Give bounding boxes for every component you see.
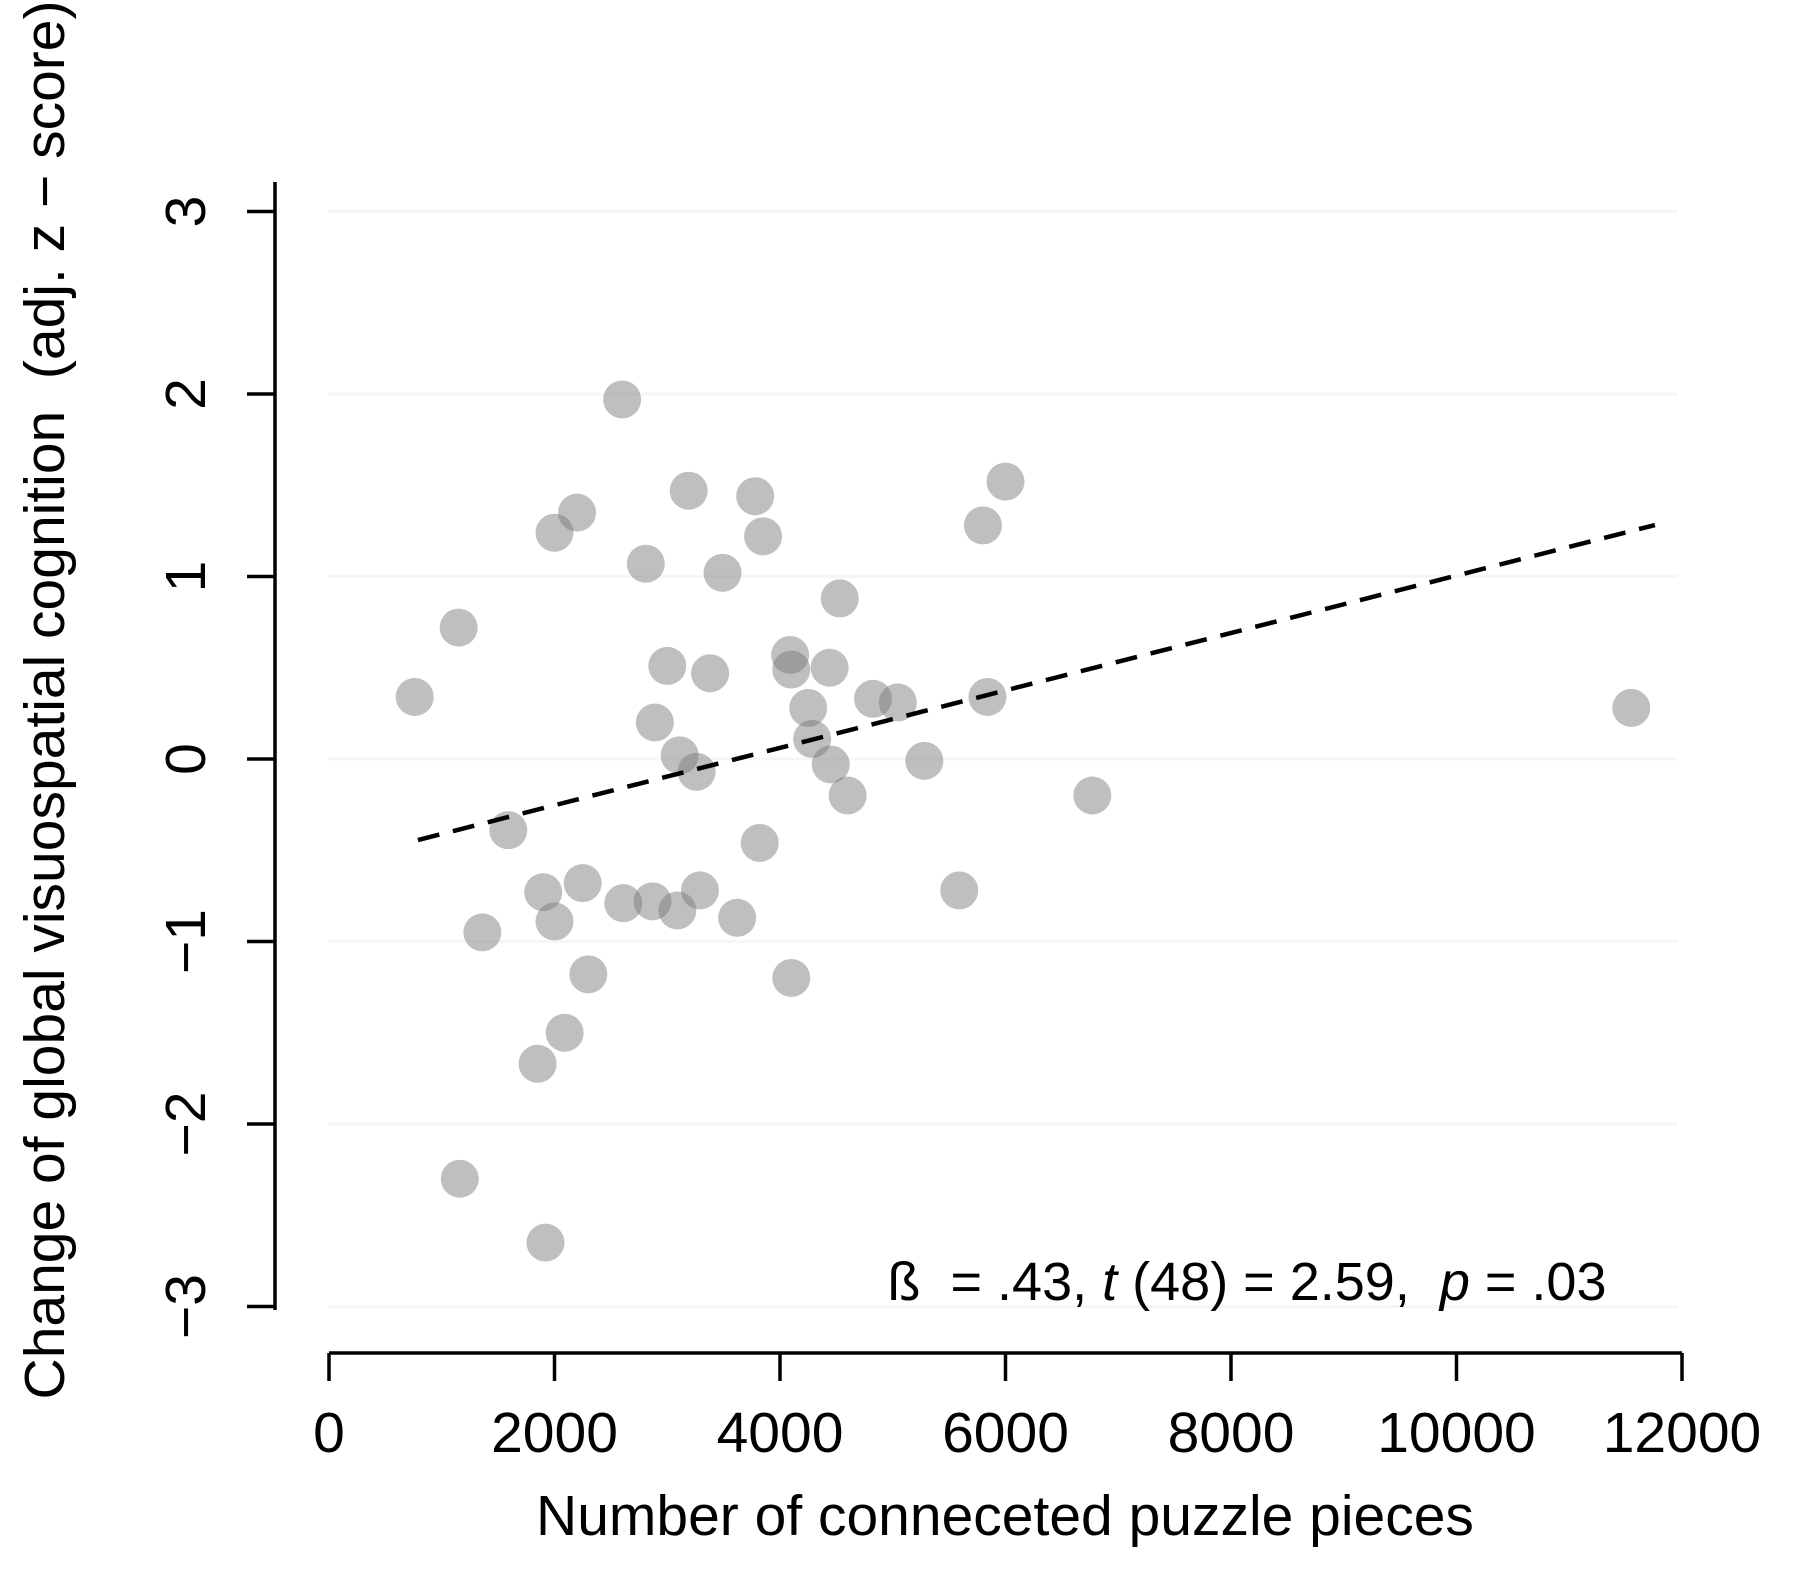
data-point [1073,776,1112,815]
x-tick-label: 6000 [942,1401,1069,1465]
data-point [691,654,730,693]
data-point [677,752,716,791]
y-axis-title: Change of global visuospatial cognition … [13,1,77,1400]
data-point [736,477,775,516]
data-point [986,462,1025,501]
data-point [1612,688,1651,727]
data-point [660,736,699,775]
data-point [669,471,708,510]
x-tick-label: 10000 [1377,1401,1536,1465]
data-point [463,913,502,952]
data-point [558,493,597,532]
x-tick-label: 8000 [1168,1401,1295,1465]
data-point [518,1044,557,1083]
y-tick-label: 2 [154,378,218,410]
data-point [569,955,608,994]
x-tick-label: 12000 [1603,1401,1762,1465]
data-point [820,579,859,618]
data-point [635,703,674,742]
y-tick-label: 1 [154,561,218,593]
data-points [395,380,1651,1262]
y-tick-label: 0 [154,743,218,775]
data-point [658,891,697,930]
data-point [828,776,867,815]
data-point [718,898,757,937]
data-point [633,882,672,921]
gridlines [328,210,1678,1308]
data-point [626,544,665,583]
data-point [703,553,742,592]
axes [247,182,1684,1381]
data-point [810,648,849,687]
data-point [771,635,810,674]
data-point [439,608,478,647]
data-point [563,864,602,903]
data-point [940,871,979,910]
y-tick-label: −3 [154,1274,218,1339]
data-point [789,688,828,727]
data-point [535,902,574,941]
data-point [744,517,783,556]
data-point [535,513,574,552]
x-tick-label: 0 [313,1401,345,1465]
data-point [905,741,944,780]
data-point [440,1159,479,1198]
data-point [604,884,643,923]
data-point [811,745,850,784]
data-point [680,871,719,910]
x-axis-title: Number of conneceted puzzle pieces [536,1484,1474,1548]
data-point [526,1223,565,1262]
data-point [545,1013,584,1052]
data-point [524,873,563,912]
y-tick-label: 3 [154,196,218,228]
x-tick-label: 2000 [491,1401,618,1465]
data-point [854,679,893,718]
y-tick-label: −1 [154,909,218,974]
data-point [772,959,811,997]
regression-line [417,522,1656,843]
y-tick-label: −2 [154,1092,218,1157]
data-point [648,646,687,685]
data-point [772,650,811,689]
data-point [740,823,779,862]
data-point [395,677,434,716]
data-point [603,380,642,419]
x-tick-label: 4000 [717,1401,844,1465]
data-point [878,683,917,722]
stats-annotation: ß = .43, t (48) = 2.59, p = .03 [888,1252,1607,1312]
tick-labels: 3 2 1 0 −1 −2 −3 0 2000 4000 6000 8000 10000 12000 [154,196,1761,1465]
data-point [963,506,1002,545]
